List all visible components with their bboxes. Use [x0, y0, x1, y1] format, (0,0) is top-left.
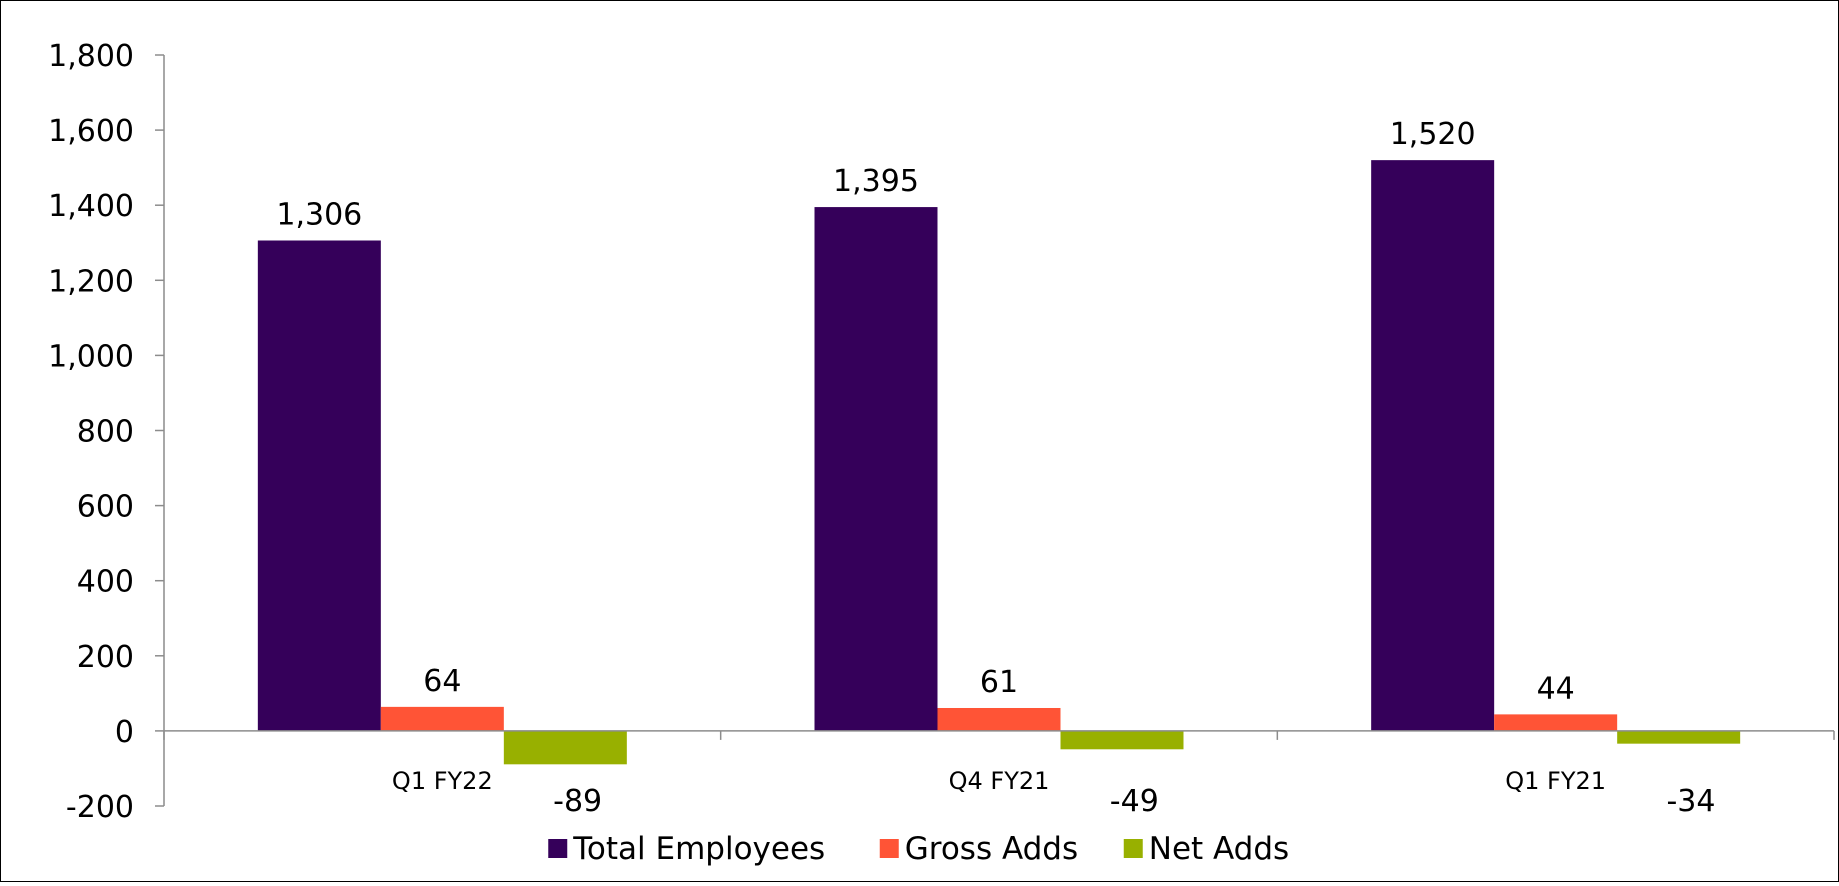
y-tick-label: 1,400: [48, 189, 134, 224]
bar: [257, 240, 381, 731]
legend-swatch: [548, 839, 568, 858]
y-tick-label: 1,200: [48, 264, 134, 299]
legend-label: Gross Adds: [905, 831, 1078, 867]
bar: [380, 706, 504, 731]
data-labels: 1,306 64 -89 1,395 61 -49 1,520 44 -34: [276, 117, 1715, 819]
legend-label: Total Employees: [572, 831, 825, 867]
y-tick-label: 0: [115, 715, 134, 750]
legend-item: Total Employees: [548, 831, 825, 867]
bar: [814, 207, 938, 731]
legend: Total Employees Gross Adds Net Adds: [548, 831, 1289, 867]
x-axis: Q1 FY22 Q4 FY21 Q1 FY21: [163, 730, 1835, 795]
data-label: -89: [553, 784, 602, 819]
bar: [1617, 730, 1741, 744]
data-label: 1,306: [276, 197, 362, 232]
y-tick-label: 1,600: [48, 114, 134, 149]
data-label: 61: [980, 665, 1018, 700]
y-tick-label: -200: [66, 790, 134, 825]
data-label: 44: [1537, 671, 1575, 706]
legend-swatch: [1123, 839, 1143, 858]
y-tick-label: 600: [77, 490, 134, 525]
data-label: -49: [1110, 784, 1159, 819]
data-label: 1,520: [1390, 117, 1476, 152]
bar: [1494, 714, 1618, 731]
legend-item: Net Adds: [1123, 831, 1289, 867]
x-tick-label: Q1 FY21: [1505, 767, 1606, 795]
data-label: 64: [423, 664, 461, 699]
legend-swatch: [879, 839, 899, 858]
bars: [257, 160, 1741, 765]
y-tick-label: 800: [77, 415, 134, 450]
y-tick-label: 1,800: [48, 39, 134, 74]
legend-label: Net Adds: [1149, 831, 1289, 867]
y-tick-label: 400: [77, 565, 134, 600]
bar: [1371, 160, 1495, 731]
data-label: 1,395: [833, 164, 919, 199]
bar: [937, 707, 1061, 731]
data-label: -34: [1666, 784, 1715, 819]
bar: [1060, 730, 1184, 750]
y-tick-label: 1,000: [48, 339, 134, 374]
y-axis: -200 0 200 400 600 800 1,000 1,200 1,400 1,600 1,8…: [48, 39, 165, 825]
x-tick-label: Q1 FY22: [392, 767, 493, 795]
legend-item: Gross Adds: [879, 831, 1078, 867]
x-tick-label: Q4 FY21: [949, 767, 1050, 795]
bar: [503, 730, 627, 765]
y-tick-label: 200: [77, 640, 134, 675]
